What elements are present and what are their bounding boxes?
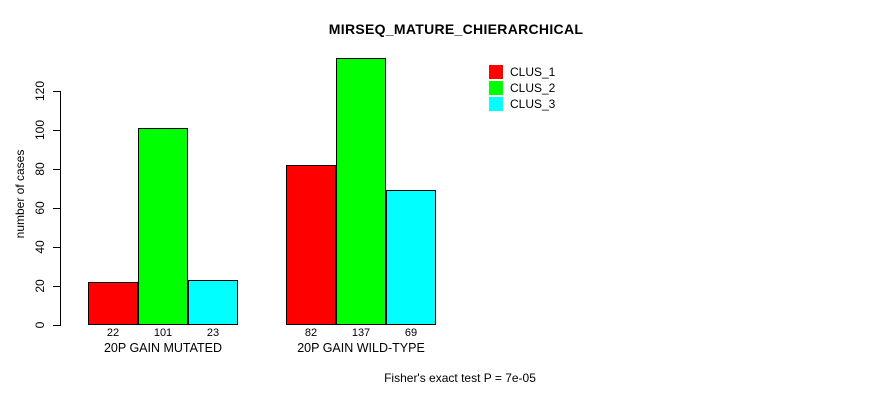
bar-clus_2-group-1 <box>138 128 188 325</box>
y-axis-tick <box>53 208 60 209</box>
legend-item-clus-3: CLUS_3 <box>489 96 555 112</box>
category-label: 20P GAIN MUTATED <box>103 341 223 355</box>
bar-clus_3-group-2 <box>386 190 436 325</box>
bar-value-label: 23 <box>206 327 220 339</box>
bar-clus_1-group-1 <box>88 282 138 325</box>
legend-label-clus-3: CLUS_3 <box>510 97 556 111</box>
y-axis-tick-label: 60 <box>33 201 47 215</box>
footer-stat-text: Fisher's exact test P = 7e-05 <box>384 371 536 385</box>
y-axis-tick-label: 20 <box>33 279 47 293</box>
legend-swatch-clus-2 <box>489 81 503 95</box>
y-axis-tick-label: 80 <box>33 162 47 176</box>
legend-item-clus-1: CLUS_1 <box>489 64 555 80</box>
bar-clus_1-group-2 <box>286 165 336 325</box>
legend-swatch-clus-3 <box>489 97 503 111</box>
y-axis-tick-label: 100 <box>33 119 47 141</box>
legend-swatch-clus-1 <box>489 65 503 79</box>
chart-title: MIRSEQ_MATURE_CHIERARCHICAL <box>328 21 584 37</box>
y-axis-tick-label: 0 <box>33 321 47 329</box>
y-axis-tick <box>53 169 60 170</box>
category-label: 20P GAIN WILD-TYPE <box>297 341 425 355</box>
y-axis-tick-label: 120 <box>33 80 47 102</box>
bar-value-label: 69 <box>404 327 418 339</box>
y-axis-tick-label: 40 <box>33 240 47 254</box>
legend-label-clus-2: CLUS_2 <box>510 81 556 95</box>
legend-item-clus-2: CLUS_2 <box>489 80 555 96</box>
y-axis-tick <box>53 130 60 131</box>
bar-clus_2-group-2 <box>336 57 386 325</box>
y-axis-tick <box>53 325 60 326</box>
bar-clus_3-group-1 <box>188 280 238 325</box>
y-axis-tick <box>53 286 60 287</box>
bar-value-label: 101 <box>153 327 173 339</box>
bar-value-label: 137 <box>351 327 371 339</box>
bar-value-label: 22 <box>106 327 120 339</box>
legend: CLUS_1 CLUS_2 CLUS_3 <box>489 64 555 112</box>
y-axis-label: number of cases <box>13 149 27 239</box>
y-axis-line <box>60 91 61 326</box>
legend-label-clus-1: CLUS_1 <box>510 65 556 79</box>
y-axis-tick <box>53 247 60 248</box>
y-axis-tick <box>53 91 60 92</box>
bar-value-label: 82 <box>304 327 318 339</box>
